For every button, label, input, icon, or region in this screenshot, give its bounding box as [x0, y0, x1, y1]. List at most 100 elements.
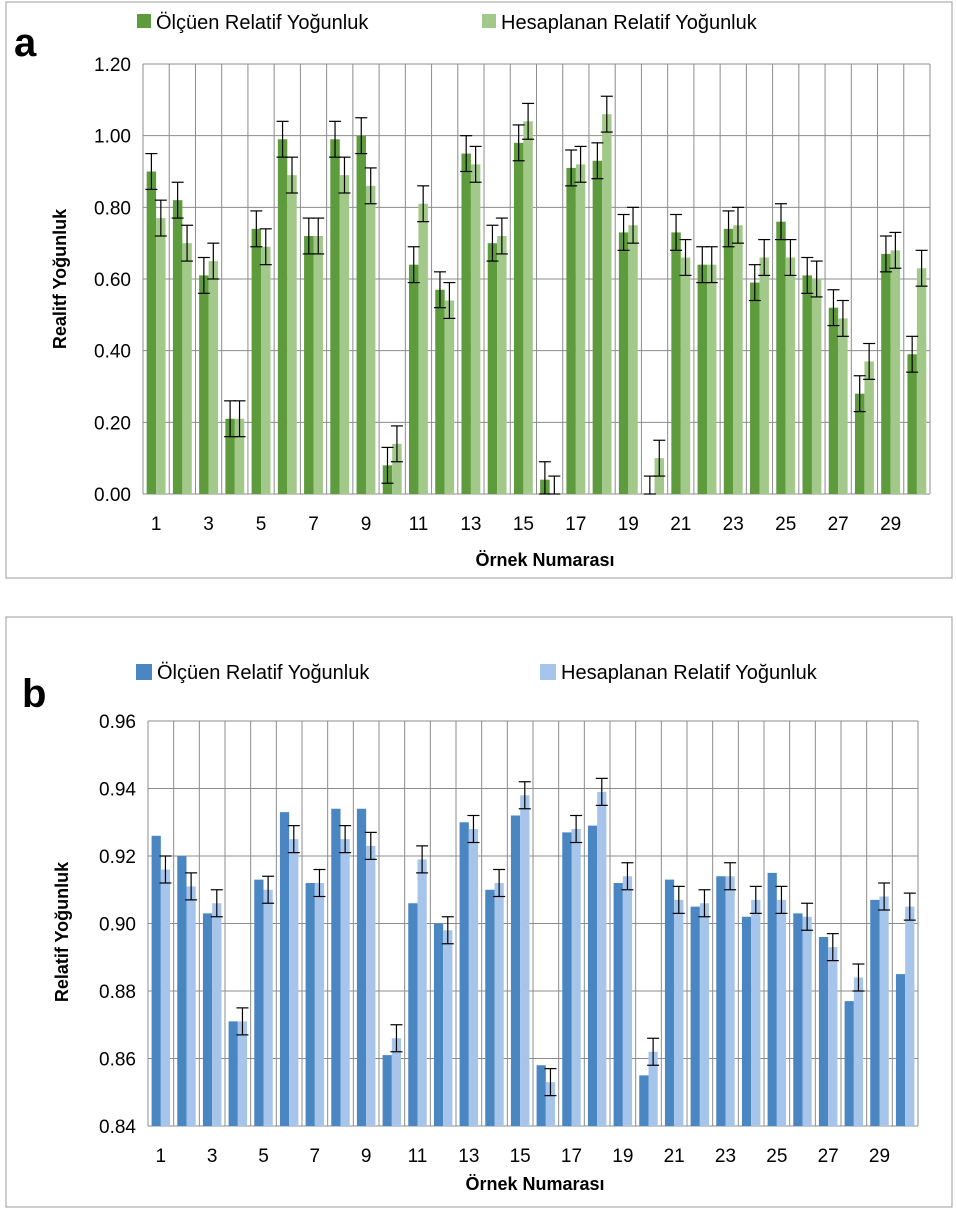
- legend-swatch-calculated: [482, 14, 496, 28]
- chart-a-bar-series2-cat11: [418, 203, 428, 494]
- chart-b-bar-series2-cat18: [597, 791, 607, 1126]
- chart-b-bar-series2-cat24: [751, 899, 761, 1126]
- chart-a-bar-series2-cat12: [444, 300, 455, 494]
- chart-b-bar-series2-cat11: [417, 859, 427, 1126]
- chart-b-panel-label: b: [22, 672, 46, 716]
- chart-b-bar-series1-cat20: [639, 1075, 649, 1126]
- chart-b-legend: Ölçüen Relatif Yoğunluk Hesaplanan Relat…: [136, 662, 818, 684]
- chart-a-bar-series1-cat12: [435, 289, 445, 494]
- chart-b-y-tick-label: 0.90: [99, 915, 136, 936]
- chart-a-bar-series2-cat18: [602, 114, 612, 495]
- chart-a-y-tick-label: 0.20: [94, 413, 131, 434]
- chart-b-bar-series1-cat15: [510, 815, 521, 1126]
- chart-a-bar-series1-cat4: [225, 418, 235, 494]
- chart-b-x-tick-label: 9: [361, 1146, 372, 1167]
- chart-a-bar-series1-cat25: [776, 221, 786, 494]
- chart-b-bar-series2-cat13: [468, 829, 479, 1126]
- chart-a-bar-series2-cat7: [313, 236, 323, 494]
- chart-b-bar-series2-cat27: [828, 947, 838, 1126]
- chart-a-bar-series1-cat11: [409, 264, 419, 494]
- chart-a-bar-series1-cat3: [199, 275, 209, 494]
- chart-b-bar-series2-cat19: [622, 876, 633, 1126]
- chart-b-x-tick-label: 1: [156, 1146, 167, 1167]
- chart-b-x-tick-label: 13: [458, 1146, 479, 1167]
- chart-a-x-tick-label: 3: [203, 514, 214, 535]
- chart-a-bar-series2-cat26: [811, 279, 822, 494]
- chart-a-bar-series2-cat3: [208, 261, 219, 494]
- chart-a-bar-series1-cat27: [828, 307, 839, 494]
- chart-a-bar-series1-cat24: [750, 282, 760, 494]
- chart-b-bar-series1-cat28: [844, 1001, 854, 1126]
- chart-b-bar-series1-cat24: [741, 916, 752, 1126]
- chart-b-bar-series2-cat8: [340, 839, 350, 1126]
- chart-b-x-tick-label: 27: [818, 1146, 839, 1167]
- chart-a-bar-series1-cat1: [146, 171, 157, 494]
- chart-b-y-tick-label: 0.94: [99, 780, 136, 801]
- chart-a-bar-series1-cat9: [356, 135, 366, 494]
- chart-a-bar-series2-cat29: [890, 250, 901, 494]
- chart-b-bar-series1-cat2: [177, 856, 187, 1126]
- chart-b-bar-series1-cat8: [331, 808, 341, 1126]
- legend-swatch-measured-b: [136, 664, 152, 680]
- chart-a-bar-series2-cat4: [234, 418, 245, 494]
- chart-a-panel-label: a: [14, 21, 37, 65]
- chart-a-bar-series1-cat17: [566, 167, 576, 494]
- chart-b-bar-series2-cat10: [391, 1038, 402, 1126]
- chart-a-y-tick-label: 1.20: [94, 55, 131, 76]
- chart-b-y-tick-label: 0.86: [99, 1050, 136, 1071]
- legend-label-calculated-b: Hesaplanan Relatif Yoğunluk: [561, 662, 818, 684]
- chart-b-bar-series2-cat21: [674, 899, 684, 1126]
- chart-a-bar-series1-cat28: [854, 393, 865, 494]
- chart-a-bar-series2-cat17: [575, 164, 586, 495]
- chart-a-y-tick-label: 0.80: [94, 198, 131, 219]
- chart-a-bar-series1-cat26: [802, 275, 812, 494]
- chart-a-bar-series1-cat22: [697, 264, 708, 494]
- chart-b-x-tick-label: 3: [207, 1146, 218, 1167]
- chart-a-bar-series2-cat22: [707, 264, 717, 494]
- chart-b-bar-series2-cat7: [314, 883, 325, 1126]
- chart-b-bar-series2-cat16: [545, 1082, 556, 1126]
- chart-b-bar-series2-cat3: [212, 903, 222, 1126]
- chart-a-bar-series2-cat9: [365, 185, 376, 495]
- chart-b-x-tick-label: 23: [715, 1146, 736, 1167]
- chart-b-bar-series2-cat28: [853, 977, 864, 1126]
- chart-b-bar-series2-cat20: [648, 1051, 658, 1126]
- chart-b-bar-series2-cat2: [186, 886, 196, 1126]
- legend-swatch-calculated-b: [540, 664, 556, 680]
- chart-b: b Ölçüen Relatif Yoğunluk Hesaplanan Rel…: [5, 616, 953, 1208]
- chart-a-bar-series1-cat18: [592, 160, 603, 494]
- legend-swatch-measured: [137, 14, 151, 28]
- chart-a-bar-series1-cat15: [513, 142, 524, 495]
- chart-b-bar-series1-cat25: [767, 872, 777, 1126]
- chart-a-legend: Ölçüen Relatif Yoğunluk Hesaplanan Relat…: [137, 12, 758, 34]
- chart-a-bar-series1-cat2: [172, 200, 183, 494]
- chart-b-bar-series2-cat4: [237, 1021, 248, 1126]
- chart-b-bar-series1-cat10: [382, 1055, 392, 1126]
- chart-a-bar-series2-cat5: [261, 246, 271, 494]
- chart-b-bar-series1-cat5: [254, 879, 264, 1126]
- chart-a-bar-series2-cat27: [838, 318, 848, 494]
- chart-a-bar-series2-cat2: [182, 243, 192, 494]
- chart-b-bar-series1-cat3: [202, 913, 213, 1126]
- chart-b-x-tick-label: 15: [510, 1146, 531, 1167]
- chart-a-bar-series2-cat1: [156, 218, 166, 495]
- legend-label-calculated: Hesaplanan Relatif Yoğunluk: [501, 12, 758, 34]
- chart-b-x-tick-label: 5: [258, 1146, 269, 1167]
- chart-a-bar-series1-cat5: [251, 228, 262, 495]
- chart-a-bar-series2-cat21: [680, 257, 691, 494]
- chart-a-x-tick-label: 11: [409, 514, 429, 535]
- chart-a-y-tick-label: 0.60: [94, 270, 131, 291]
- chart-a-x-tick-label: 7: [308, 514, 319, 535]
- chart-b-bar-series2-cat17: [571, 829, 581, 1126]
- chart-a-x-axis-title: Örnek Numarası: [475, 550, 614, 570]
- chart-b-bar-series1-cat19: [613, 883, 623, 1126]
- chart-b-bar-series2-cat15: [520, 795, 530, 1126]
- chart-a-bar-series2-cat14: [497, 236, 507, 494]
- chart-b-bar-series1-cat9: [356, 808, 367, 1126]
- chart-a-bar-series2-cat28: [864, 361, 874, 494]
- chart-b-bar-series1-cat17: [562, 832, 572, 1126]
- chart-a-bar-series2-cat8: [339, 175, 350, 495]
- chart-a-x-tick-label: 29: [880, 514, 901, 535]
- chart-b-bar-series1-cat26: [793, 913, 803, 1126]
- chart-a-y-tick-label: 0.00: [94, 485, 131, 506]
